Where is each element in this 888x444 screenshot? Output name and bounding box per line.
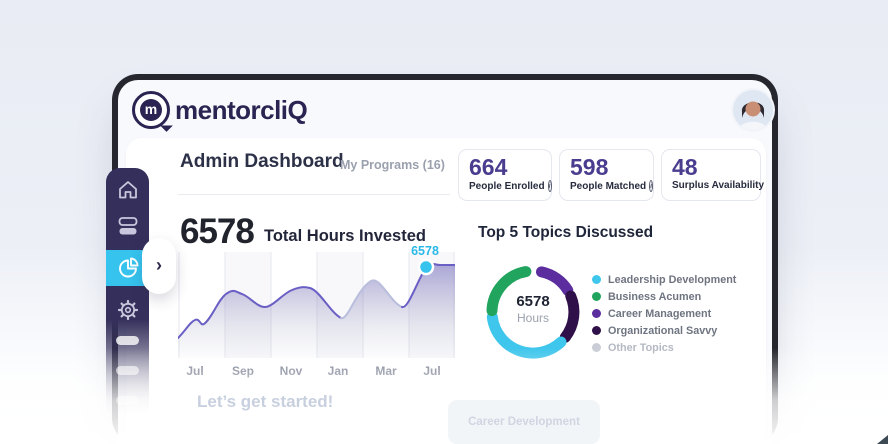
- avatar-image: [733, 90, 773, 130]
- total-hours-value: 6578: [180, 212, 255, 251]
- sidebar-placeholder-pill: [116, 366, 139, 375]
- legend-item[interactable]: Other Topics: [592, 339, 736, 356]
- x-axis-label: Jul: [423, 364, 441, 378]
- donut-center-unit: Hours: [516, 311, 549, 325]
- topics-title: Top 5 Topics Discussed: [478, 224, 654, 241]
- legend-dot: [592, 292, 601, 301]
- get-started-text: Let’s get started!: [197, 392, 334, 411]
- legend-item[interactable]: Career Management: [592, 305, 736, 322]
- logo-m-letter: m: [140, 99, 162, 121]
- legend-dot: [592, 309, 601, 318]
- user-avatar[interactable]: [733, 90, 773, 130]
- brand-wordmark: mentorcliQ: [175, 94, 308, 126]
- brand-logo-icon: m: [132, 91, 173, 132]
- stat-value: 664: [469, 154, 508, 180]
- total-hours-label: Total Hours Invested: [264, 227, 426, 245]
- donut-slice-business-acumen[interactable]: [486, 266, 532, 317]
- my-programs-link[interactable]: My Programs (16): [340, 158, 445, 172]
- legend-label: Business Acumen: [608, 290, 702, 303]
- legend-label: Career Management: [608, 307, 712, 320]
- pie-chart-icon: [118, 257, 138, 278]
- legend-dot: [592, 326, 601, 335]
- hours-area-chart[interactable]: [178, 252, 455, 358]
- legend-item[interactable]: Organizational Savvy: [592, 322, 736, 339]
- chart-line-projected: [340, 279, 403, 319]
- legend-label: Leadership Development: [608, 273, 737, 286]
- legend-item[interactable]: Business Acumen: [592, 288, 736, 305]
- gear-icon: [117, 299, 138, 321]
- x-axis-label: Sep: [231, 364, 254, 378]
- sidebar-placeholder-pill: [116, 396, 139, 405]
- legend-label: Other Topics: [608, 341, 674, 354]
- stat-card-matched[interactable]: 598 People Matched i: [559, 149, 654, 201]
- brand-logo: m mentorcliQ: [132, 91, 308, 132]
- chart-point-label: 6578: [411, 244, 439, 258]
- brand-wordmark-light: cliQ: [260, 94, 308, 125]
- sidebar-nav: [106, 168, 149, 420]
- topics-legend: Leadership Development Business Acumen C…: [592, 271, 736, 356]
- chart-line-solid-left: [178, 286, 342, 339]
- x-axis-label: Mar: [375, 364, 397, 378]
- legend-dot: [592, 343, 601, 352]
- chevron-right-icon: ›: [156, 255, 162, 275]
- home-icon: [118, 181, 137, 199]
- career-development-label: Career Development: [468, 416, 580, 428]
- sidebar-placeholder-pill: [116, 336, 139, 345]
- info-icon[interactable]: i: [649, 180, 654, 192]
- sidebar-item-settings[interactable]: [106, 296, 149, 324]
- chart-area-fill: [178, 263, 455, 358]
- brand-wordmark-bold: mentor: [175, 94, 261, 125]
- stat-card-surplus[interactable]: 48 Surplus Availability: [661, 149, 764, 201]
- donut-center-value: 6578: [516, 293, 550, 310]
- legend-label: Organizational Savvy: [608, 324, 718, 337]
- sidebar-item-home[interactable]: [106, 176, 149, 204]
- x-axis-label: Nov: [279, 364, 303, 378]
- legend-item[interactable]: Leadership Development: [592, 271, 736, 288]
- stat-label: Surplus Availability: [672, 180, 764, 191]
- legend-dot: [592, 275, 601, 284]
- sidebar-item-programs[interactable]: [106, 212, 149, 240]
- donut-slice-career-management[interactable]: [536, 266, 574, 296]
- header-divider: [178, 194, 450, 195]
- sidebar-expand-button[interactable]: ›: [142, 238, 176, 294]
- sidebar-item-reports[interactable]: [106, 254, 149, 282]
- donut-center-text: 6578 Hours: [507, 293, 559, 333]
- donut-slice-organizational-savvy[interactable]: [559, 290, 580, 343]
- cursor-corner-artifact: [877, 435, 888, 444]
- chart-highlight-point[interactable]: [417, 258, 435, 276]
- x-axis-label: Jul: [186, 364, 204, 378]
- info-icon[interactable]: i: [547, 180, 552, 192]
- stat-label: People Matched i: [570, 180, 654, 192]
- stat-value: 598: [570, 154, 609, 180]
- stat-label-text: Surplus Availability: [672, 180, 765, 191]
- stacked-cards-icon: [118, 217, 137, 235]
- stat-value: 48: [672, 154, 698, 180]
- stat-label: People Enrolled i: [469, 180, 552, 192]
- stat-card-enrolled[interactable]: 664 People Enrolled i: [458, 149, 552, 201]
- page-title: Admin Dashboard: [180, 151, 344, 172]
- stat-label-text: People Matched: [570, 180, 647, 192]
- career-development-card[interactable]: Career Development: [448, 400, 600, 444]
- stat-label-text: People Enrolled: [469, 180, 545, 192]
- x-axis-label: Jan: [327, 364, 349, 378]
